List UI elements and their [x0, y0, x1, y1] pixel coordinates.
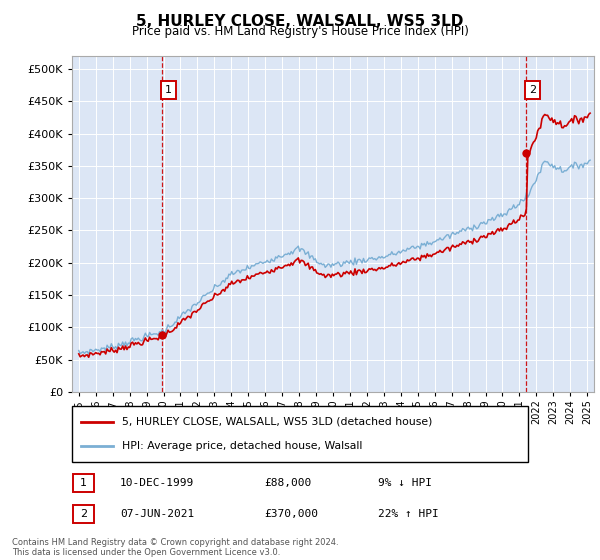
Text: £88,000: £88,000	[264, 478, 311, 488]
Text: HPI: Average price, detached house, Walsall: HPI: Average price, detached house, Wals…	[122, 441, 362, 451]
Text: Contains HM Land Registry data © Crown copyright and database right 2024.
This d: Contains HM Land Registry data © Crown c…	[12, 538, 338, 557]
Text: £370,000: £370,000	[264, 509, 318, 519]
Text: 22% ↑ HPI: 22% ↑ HPI	[378, 509, 439, 519]
Text: 1: 1	[80, 478, 87, 488]
FancyBboxPatch shape	[73, 505, 94, 523]
Text: 5, HURLEY CLOSE, WALSALL, WS5 3LD (detached house): 5, HURLEY CLOSE, WALSALL, WS5 3LD (detac…	[122, 417, 433, 427]
Text: 9% ↓ HPI: 9% ↓ HPI	[378, 478, 432, 488]
Text: Price paid vs. HM Land Registry's House Price Index (HPI): Price paid vs. HM Land Registry's House …	[131, 25, 469, 38]
Text: 07-JUN-2021: 07-JUN-2021	[120, 509, 194, 519]
FancyBboxPatch shape	[73, 474, 94, 492]
Text: 1: 1	[164, 85, 172, 95]
Text: 2: 2	[529, 85, 536, 95]
Text: 5, HURLEY CLOSE, WALSALL, WS5 3LD: 5, HURLEY CLOSE, WALSALL, WS5 3LD	[136, 14, 464, 29]
Text: 2: 2	[80, 509, 87, 519]
Text: 10-DEC-1999: 10-DEC-1999	[120, 478, 194, 488]
FancyBboxPatch shape	[72, 406, 528, 462]
